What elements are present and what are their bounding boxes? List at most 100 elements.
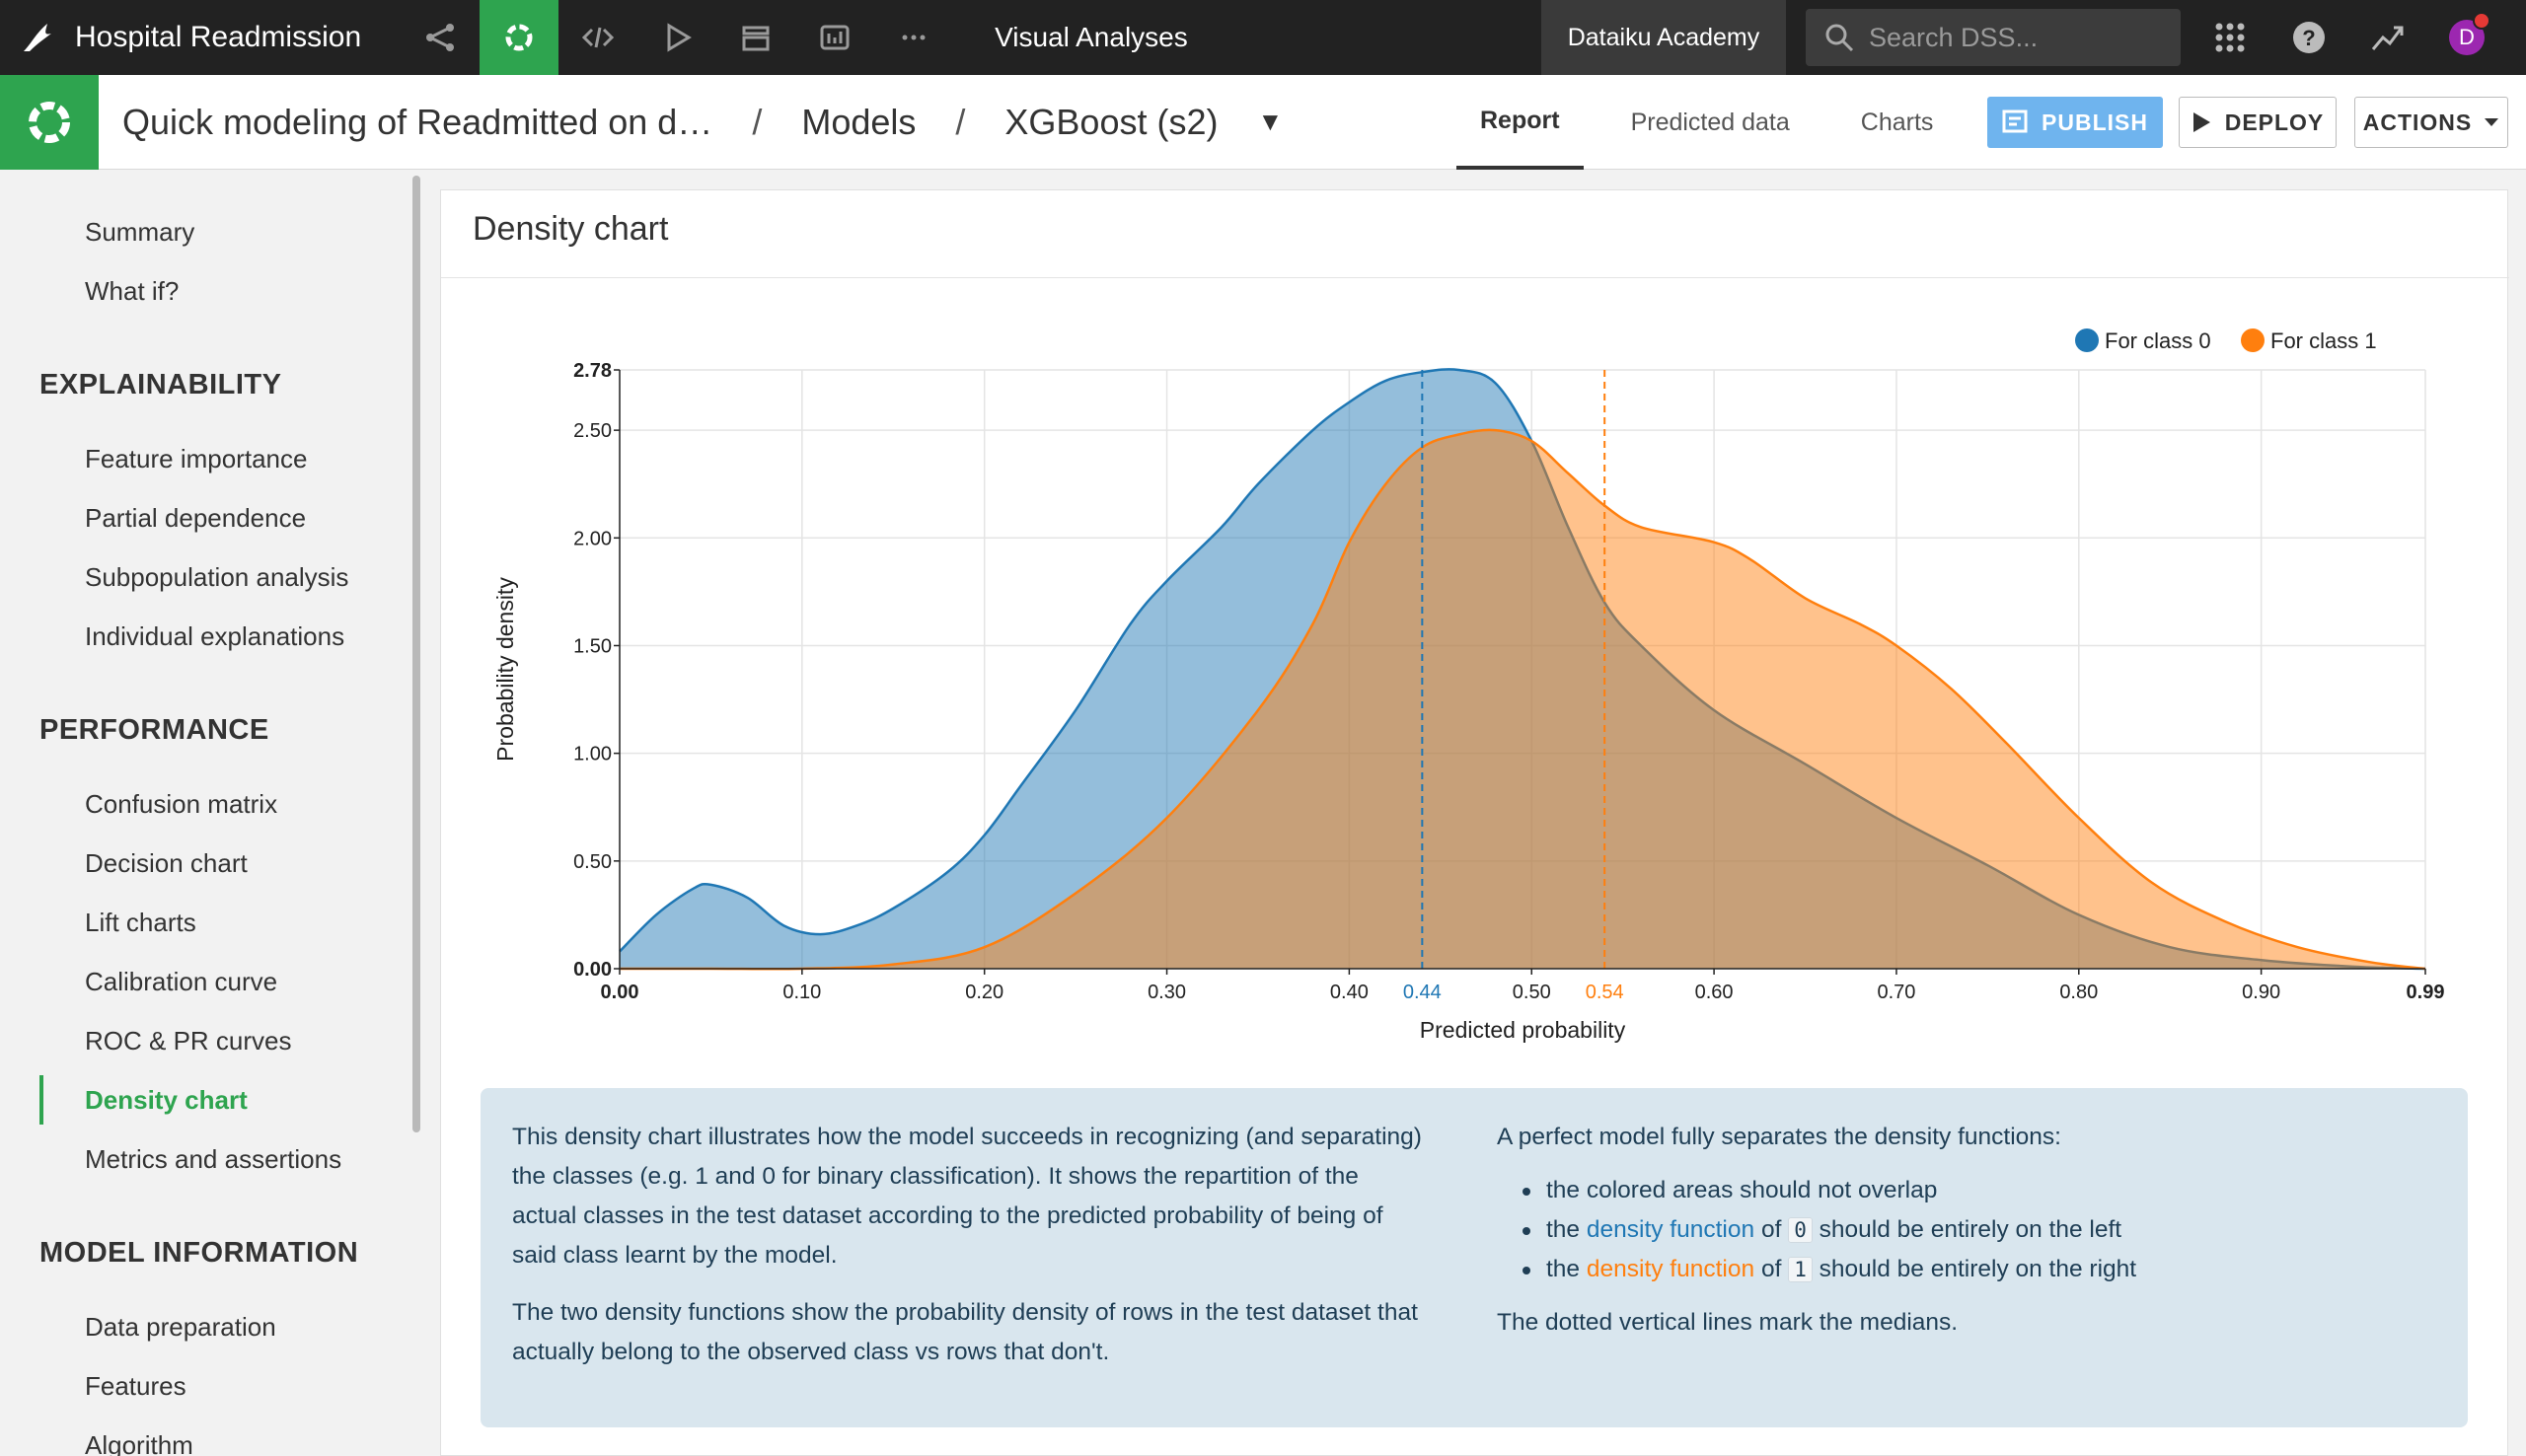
density-area-class-1 bbox=[620, 429, 2425, 970]
sidebar-item-metrics-assertions[interactable]: Metrics and assertions bbox=[85, 1144, 342, 1174]
chart-grid bbox=[620, 369, 2426, 969]
project-name[interactable]: Hospital Readmission bbox=[75, 21, 362, 53]
help-bullet-3: the density function of 1 should be enti… bbox=[1523, 1250, 2424, 1289]
actions-button[interactable]: ACTIONS bbox=[2354, 97, 2508, 148]
density-area-class-0 bbox=[620, 369, 2425, 969]
apps-grid-icon[interactable] bbox=[2200, 0, 2260, 75]
breadcrumb-models[interactable]: Models bbox=[801, 101, 917, 142]
help-bullet-3-pre: the bbox=[1546, 1256, 1581, 1282]
chart-axes bbox=[619, 370, 2425, 970]
help-paragraph-2: The two density functions show the proba… bbox=[512, 1299, 1418, 1365]
more-icon[interactable] bbox=[874, 0, 953, 75]
y-tick-label: 1.00 bbox=[573, 744, 612, 765]
help-bullet-3-post: should be entirely on the right bbox=[1819, 1256, 2137, 1282]
flow-icon[interactable] bbox=[401, 0, 480, 75]
report-sidebar: Summary What if? EXPLAINABILITY Feature … bbox=[0, 170, 424, 1456]
wiki-icon[interactable] bbox=[716, 0, 795, 75]
play-icon bbox=[2192, 112, 2210, 132]
section-title: Visual Analyses bbox=[995, 22, 1188, 52]
section-heading-explainability: EXPLAINABILITY bbox=[39, 369, 282, 400]
y-tick-label: 0.50 bbox=[573, 851, 612, 873]
median-label-class-1: 0.54 bbox=[1586, 982, 1624, 1003]
avatar-initial: D bbox=[2459, 25, 2475, 49]
sidebar-item-algorithm[interactable]: Algorithm bbox=[85, 1430, 193, 1456]
help-paragraph-3: A perfect model fully separates the dens… bbox=[1497, 1124, 2061, 1150]
sidebar-item-subpopulation-analysis[interactable]: Subpopulation analysis bbox=[85, 562, 349, 592]
publish-button[interactable]: PUBLISH bbox=[1987, 97, 2163, 148]
breadcrumb-model[interactable]: XGBoost (s2) bbox=[1004, 101, 1219, 142]
help-icon[interactable]: ? bbox=[2279, 0, 2339, 75]
panel-title: Density chart bbox=[473, 210, 669, 248]
x-tick-label: 0.70 bbox=[1877, 982, 1915, 1003]
sidebar-scrollbar[interactable] bbox=[412, 176, 420, 1132]
y-tick-label: 0.00 bbox=[573, 959, 612, 981]
dataiku-bird-logo-icon[interactable] bbox=[0, 0, 75, 75]
sidebar-item-feature-importance[interactable]: Feature importance bbox=[85, 444, 308, 473]
publish-label: PUBLISH bbox=[2042, 109, 2148, 135]
section-heading-performance: PERFORMANCE bbox=[39, 714, 269, 746]
x-tick-label: 0.99 bbox=[2407, 982, 2445, 1003]
search-input[interactable] bbox=[1869, 22, 2165, 53]
help-bullet-1-text: the colored areas should not overlap bbox=[1546, 1177, 1938, 1203]
sidebar-item-lift-charts[interactable]: Lift charts bbox=[85, 908, 196, 937]
y-axis-label: Probability density bbox=[492, 577, 518, 762]
sidebar-item-features[interactable]: Features bbox=[85, 1371, 186, 1401]
median-label-class-0: 0.44 bbox=[1403, 982, 1442, 1003]
tab-report[interactable]: Report bbox=[1456, 75, 1584, 170]
x-tick-label: 0.30 bbox=[1148, 982, 1186, 1003]
active-indicator bbox=[39, 1075, 43, 1125]
legend-marker-class-1 bbox=[2241, 328, 2265, 352]
help-bullet-2-mid: of bbox=[1760, 1216, 1782, 1243]
breadcrumb-analysis[interactable]: Quick modeling of Readmitted on d… bbox=[122, 101, 713, 142]
search-icon bbox=[1825, 24, 1854, 52]
chart-areas bbox=[619, 368, 2426, 971]
density-chart-help-box: This density chart illustrates how the m… bbox=[481, 1088, 2468, 1427]
sidebar-item-what-if[interactable]: What if? bbox=[85, 276, 180, 306]
breadcrumb: Quick modeling of Readmitted on d… / Mod… bbox=[122, 102, 1283, 143]
breadcrumb-separator: / bbox=[752, 101, 763, 142]
sidebar-item-summary[interactable]: Summary bbox=[85, 217, 195, 247]
legend-marker-class-0 bbox=[2075, 328, 2099, 352]
dashboard-icon[interactable] bbox=[795, 0, 874, 75]
trend-icon[interactable] bbox=[2358, 0, 2417, 75]
help-left-column: This density chart illustrates how the m… bbox=[512, 1118, 1430, 1390]
sidebar-item-decision-chart[interactable]: Decision chart bbox=[85, 848, 248, 878]
sidebar-item-individual-explanations[interactable]: Individual explanations bbox=[85, 621, 345, 651]
x-tick-label: 0.10 bbox=[782, 982, 821, 1003]
sidebar-item-confusion-matrix[interactable]: Confusion matrix bbox=[85, 789, 278, 819]
help-bullet-2-pre: the bbox=[1546, 1216, 1581, 1243]
search-box[interactable] bbox=[1806, 9, 2181, 66]
academy-link[interactable]: Dataiku Academy bbox=[1541, 0, 1786, 75]
help-paragraph-4: The dotted vertical lines mark the media… bbox=[1497, 1309, 1959, 1336]
lab-icon[interactable] bbox=[480, 0, 559, 75]
actions-label: ACTIONS bbox=[2362, 109, 2473, 135]
caret-down-icon bbox=[2485, 118, 2499, 126]
chart-ticks: 0.00 0.10 0.20 0.30 0.40 0.50 0.60 0.70 0.80 0.90… bbox=[573, 360, 2444, 1003]
sidebar-item-partial-dependence[interactable]: Partial dependence bbox=[85, 503, 307, 533]
help-right-column: A perfect model fully separates the dens… bbox=[1497, 1118, 2424, 1360]
model-header: Quick modeling of Readmitted on d… / Mod… bbox=[0, 74, 2526, 170]
y-tick-label: 2.78 bbox=[573, 360, 612, 382]
user-avatar[interactable]: D bbox=[2437, 0, 2496, 75]
sidebar-item-calibration-curve[interactable]: Calibration curve bbox=[85, 967, 278, 996]
sidebar-item-roc-pr-curves[interactable]: ROC & PR curves bbox=[85, 1026, 292, 1056]
x-tick-label: 0.20 bbox=[965, 982, 1003, 1003]
chevron-down-icon[interactable]: ▼ bbox=[1257, 107, 1284, 136]
density-function-class-1-link[interactable]: density function bbox=[1586, 1256, 1755, 1282]
density-function-class-0-link[interactable]: density function bbox=[1586, 1216, 1755, 1243]
legend-label-class-0: For class 0 bbox=[2105, 328, 2211, 353]
tab-charts[interactable]: Charts bbox=[1860, 108, 1934, 136]
tab-predicted-data[interactable]: Predicted data bbox=[1630, 108, 1790, 136]
section-heading-model-information: MODEL INFORMATION bbox=[39, 1237, 359, 1269]
panel-divider bbox=[441, 277, 2509, 278]
sidebar-item-data-preparation[interactable]: Data preparation bbox=[85, 1312, 276, 1342]
sidebar-item-density-chart[interactable]: Density chart bbox=[85, 1085, 248, 1115]
help-bullet-2-post: should be entirely on the left bbox=[1819, 1216, 2122, 1243]
svg-text:?: ? bbox=[2302, 26, 2315, 50]
x-tick-label: 0.50 bbox=[1513, 982, 1551, 1003]
legend-label-class-1: For class 1 bbox=[2270, 328, 2377, 353]
deploy-button[interactable]: DEPLOY bbox=[2179, 97, 2337, 148]
code-icon[interactable] bbox=[558, 0, 637, 75]
run-icon[interactable] bbox=[637, 0, 716, 75]
chart-medians: 0.44 0.54 bbox=[1403, 370, 1624, 1003]
